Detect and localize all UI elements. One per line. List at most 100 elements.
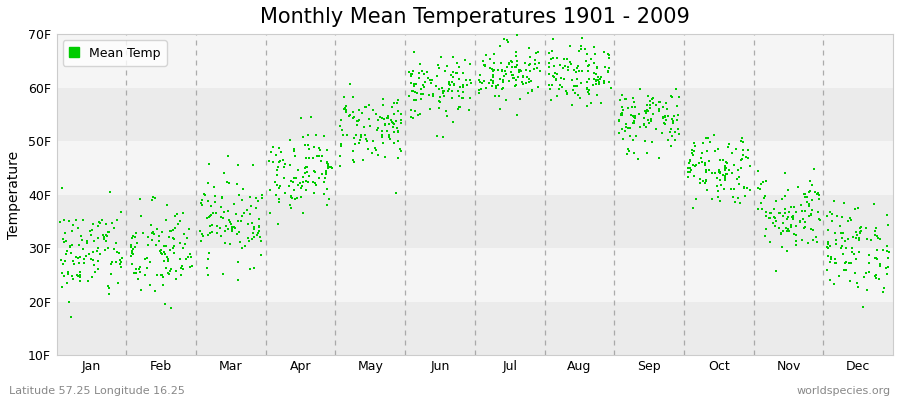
Point [722,141,736,147]
Point [546,55,561,61]
Point [173,256,187,262]
Point [374,132,389,138]
Point [446,69,461,76]
Point [102,291,116,297]
Point [626,113,641,120]
Point [497,36,511,42]
Point [671,112,686,118]
Point [499,97,513,103]
Point [267,179,282,186]
Point [176,266,191,272]
Point [80,239,94,246]
Point [402,69,417,75]
Point [567,82,581,89]
Point [542,59,556,66]
Point [652,99,666,105]
Point [804,211,818,217]
Point [626,95,641,101]
Point [86,257,100,264]
Point [820,244,834,250]
Point [214,214,229,220]
Point [177,231,192,238]
Point [145,230,159,236]
Point [432,65,446,71]
Point [580,86,594,93]
Point [321,165,336,172]
Point [277,190,292,196]
Point [582,90,597,97]
Point [626,99,641,105]
Point [486,67,500,74]
Point [473,86,488,92]
Point [333,123,347,129]
Point [705,196,719,202]
Point [809,234,824,240]
Point [778,170,792,176]
Point [63,243,77,249]
Point [545,48,560,54]
Point [54,184,68,191]
Point [509,58,524,64]
Point [511,69,526,76]
Point [672,94,687,100]
Point [786,214,800,220]
Point [626,120,640,127]
Point [55,284,69,290]
Point [431,86,446,92]
Point [867,200,881,207]
Point [104,271,119,278]
Point [542,50,556,56]
Point [560,56,574,62]
Point [502,78,517,84]
Point [148,195,162,201]
Point [842,260,856,266]
Point [482,56,497,62]
Point [413,61,428,67]
Point [194,238,208,244]
Point [60,269,75,275]
Point [703,138,717,145]
Point [776,213,790,220]
Point [319,171,333,178]
Point [382,115,396,122]
Point [505,72,519,78]
Point [200,265,214,272]
Point [590,65,604,71]
Point [759,178,773,184]
Point [733,181,747,187]
Point [309,182,323,188]
Point [209,210,223,216]
Point [482,80,496,87]
Point [695,150,709,156]
Point [97,234,112,240]
Point [306,178,320,185]
Point [782,209,796,215]
Point [598,64,612,70]
Point [570,82,584,89]
Point [759,213,773,219]
Point [862,269,877,276]
Point [317,178,331,185]
Point [531,49,545,55]
Point [416,90,430,97]
Point [146,194,160,200]
Point [102,285,116,291]
Point [157,258,171,265]
Point [302,155,317,161]
Point [93,220,107,226]
Point [623,125,637,132]
Point [170,211,184,217]
Point [487,51,501,57]
Point [164,228,178,235]
Point [701,134,716,141]
Point [771,224,786,231]
Point [587,70,601,76]
Point [545,82,560,88]
Point [544,86,558,92]
Point [243,211,257,217]
Point [350,118,365,124]
Point [269,152,284,159]
Point [369,111,383,118]
Point [464,80,478,87]
Point [601,52,616,58]
